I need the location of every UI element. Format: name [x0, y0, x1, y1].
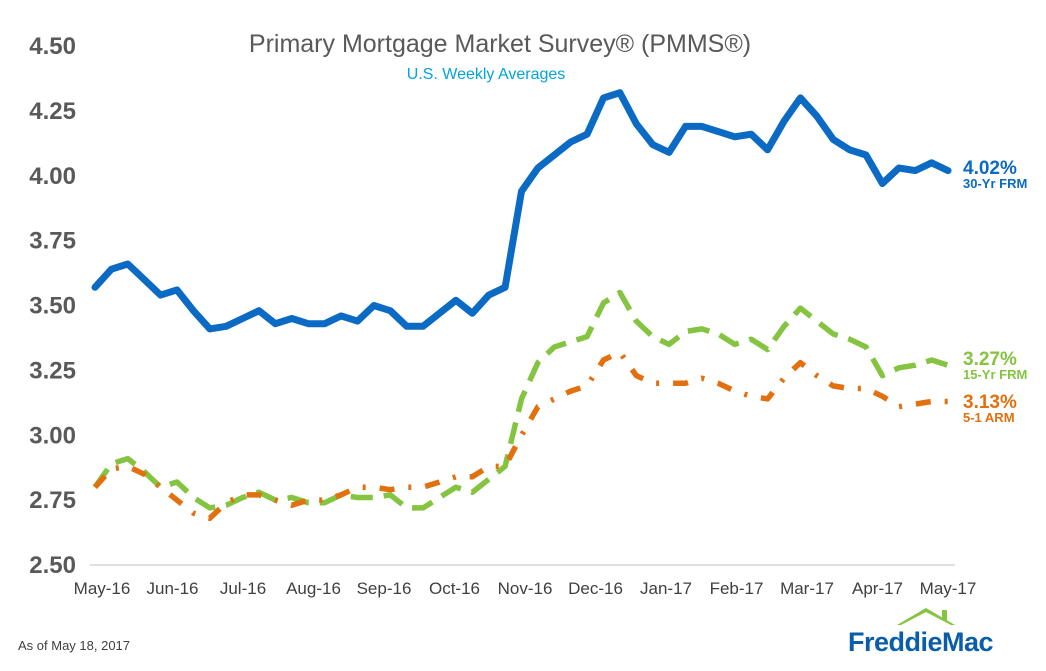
x-axis: May-16 Jun-16 Jul-16 Aug-16 Sep-16 Oct-16 Nov-… — [74, 564, 977, 598]
x-tick-label: Jul-16 — [220, 579, 266, 598]
x-tick-label: Jun-16 — [147, 579, 199, 598]
chimney-icon — [942, 610, 947, 620]
end-label-value: 3.27% — [963, 349, 1017, 370]
x-tick-label: May-17 — [920, 579, 977, 598]
x-tick-label: Mar-17 — [780, 579, 834, 598]
freddie-mac-logo: FreddieMac — [848, 608, 994, 657]
series-line-5-1-arm — [92, 349, 948, 522]
x-tick-label: Jan-17 — [640, 579, 692, 598]
y-tick-label: 3.75 — [29, 228, 76, 255]
y-tick-label: 4.50 — [29, 33, 76, 60]
end-label-series: 15-Yr FRM — [963, 367, 1027, 382]
series-line-15-yr-frm — [92, 289, 949, 511]
x-tick-label: May-16 — [74, 579, 131, 598]
x-tick-label: Feb-17 — [710, 579, 764, 598]
chart-subtitle: U.S. Weekly Averages — [407, 66, 566, 83]
series-layer — [91, 89, 952, 522]
end-labels: 4.02%30-Yr FRM 3.27%15-Yr FRM 3.13%5-1 ARM — [963, 158, 1027, 425]
y-tick-label: 3.50 — [29, 293, 76, 320]
y-tick-label: 3.00 — [29, 422, 76, 449]
y-axis: 4.50 4.25 4.00 3.75 3.50 3.25 3.00 2.75 2.50 — [29, 33, 76, 579]
x-tick-label: Dec-16 — [568, 579, 623, 598]
end-label-value: 3.13% — [963, 392, 1017, 413]
x-tick-label: Nov-16 — [498, 579, 553, 598]
y-tick-label: 4.25 — [29, 98, 76, 125]
series-line-30-yr-frm — [91, 89, 952, 333]
y-tick-label: 4.00 — [29, 163, 76, 190]
logo-text: FreddieMac — [848, 627, 994, 657]
x-tick-label: Oct-16 — [429, 579, 480, 598]
end-label-series: 30-Yr FRM — [963, 176, 1027, 191]
x-tick-label: Sep-16 — [357, 579, 412, 598]
x-tick-label: Aug-16 — [286, 579, 341, 598]
roof-icon — [897, 608, 955, 625]
footnote: As of May 18, 2017 — [18, 638, 130, 653]
y-tick-label: 2.50 — [29, 552, 76, 579]
end-label-value: 4.02% — [963, 158, 1017, 179]
y-tick-label: 2.75 — [29, 487, 76, 514]
y-tick-label: 3.25 — [29, 357, 76, 384]
end-label-series: 5-1 ARM — [963, 410, 1015, 425]
chart-title: Primary Mortgage Market Survey® (PMMS®) — [249, 30, 751, 58]
x-tick-label: Apr-17 — [852, 579, 903, 598]
